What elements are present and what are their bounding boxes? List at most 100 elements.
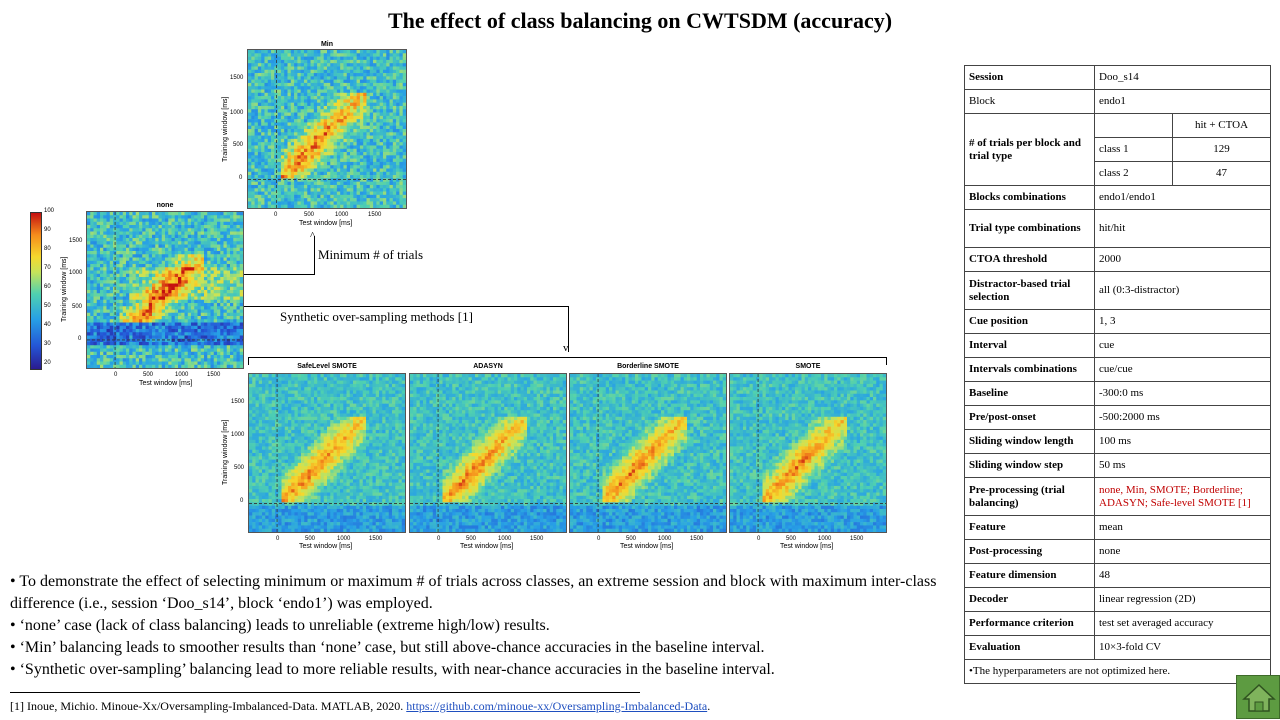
param-value: mean xyxy=(1094,515,1271,540)
colorbar-tick: 40 xyxy=(44,322,51,328)
heatmap-title-none: none xyxy=(156,202,174,209)
param-key: Intervals combinations xyxy=(964,357,1095,382)
x-tick: 500 xyxy=(626,536,637,542)
bullet-item: • ‘Min’ balancing leads to smoother resu… xyxy=(10,639,765,656)
bracket-line xyxy=(248,357,249,365)
heatmap-borderline xyxy=(569,373,727,533)
param-value: 100 ms xyxy=(1094,429,1271,454)
x-tick: 500 xyxy=(143,372,154,378)
x-tick: 0 xyxy=(437,536,441,542)
param-key: Blocks combinations xyxy=(964,185,1095,210)
x-tick: 1500 xyxy=(850,536,864,542)
x-tick: 0 xyxy=(597,536,601,542)
y-tick: 500 xyxy=(234,465,245,471)
x-tick: 1000 xyxy=(335,212,349,218)
x-tick: 0 xyxy=(274,212,278,218)
colorbar-tick: 50 xyxy=(44,303,51,309)
footnote-separator xyxy=(10,692,640,693)
table-note: •The hyperparameters are not optimized h… xyxy=(964,659,1271,684)
y-tick: 500 xyxy=(72,304,83,310)
param-value: linear regression (2D) xyxy=(1094,587,1271,612)
param-key: Pre-processing (trial balancing) xyxy=(964,477,1095,516)
param-key: Cue position xyxy=(964,309,1095,334)
heatmap-safelevel xyxy=(248,373,406,533)
y-tick: 0 xyxy=(240,498,244,504)
y-axis-label: Training window [ms] xyxy=(222,419,229,486)
heatmap-title-smote: SMOTE xyxy=(795,363,821,370)
home-button[interactable] xyxy=(1236,675,1280,719)
colorbar-tick: 30 xyxy=(44,341,51,347)
y-tick: 1500 xyxy=(230,75,244,81)
y-tick: 1000 xyxy=(69,270,83,276)
colorbar-tick: 60 xyxy=(44,284,51,290)
param-key: Distractor-based trial selection xyxy=(964,271,1095,310)
heatmap-smote xyxy=(729,373,887,533)
param-value: 50 ms xyxy=(1094,453,1271,478)
x-axis-label: Test window [ms] xyxy=(299,220,353,227)
x-tick: 500 xyxy=(305,536,316,542)
x-tick: 0 xyxy=(114,372,118,378)
x-tick: 500 xyxy=(786,536,797,542)
x-tick: 500 xyxy=(466,536,477,542)
colorbar-tick: 20 xyxy=(44,360,51,366)
param-value: all (0:3-distractor) xyxy=(1094,271,1271,310)
y-tick: 1000 xyxy=(230,110,244,116)
param-value: cue/cue xyxy=(1094,357,1271,382)
home-icon xyxy=(1242,683,1276,712)
y-axis-label: Training window [ms] xyxy=(61,256,68,323)
y-tick: 1500 xyxy=(231,399,245,405)
param-value: endo1/endo1 xyxy=(1094,185,1271,210)
connector-line xyxy=(244,274,314,275)
x-axis-label: Test window [ms] xyxy=(299,543,353,550)
x-tick: 1000 xyxy=(337,536,351,542)
connector-line xyxy=(568,306,569,352)
colorbar xyxy=(30,212,42,370)
param-value: hit/hit xyxy=(1094,209,1271,248)
heatmap-title-safelevel: SafeLevel SMOTE xyxy=(297,363,357,370)
x-tick: 500 xyxy=(304,212,315,218)
param-value-empty xyxy=(1094,113,1173,138)
param-key: Session xyxy=(964,65,1095,90)
bracket-line xyxy=(248,357,886,358)
x-tick: 1500 xyxy=(690,536,704,542)
param-value: none, Min, SMOTE; Borderline; ADASYN; Sa… xyxy=(1094,477,1271,516)
reference-link[interactable]: https://github.com/minoue-xx/Oversamplin… xyxy=(406,699,708,713)
x-tick: 1000 xyxy=(658,536,672,542)
param-key: Feature xyxy=(964,515,1095,540)
x-tick: 1500 xyxy=(369,536,383,542)
bracket-line xyxy=(886,357,887,365)
param-value: Doo_s14 xyxy=(1094,65,1271,90)
y-tick: 1500 xyxy=(69,238,83,244)
param-key: Sliding window length xyxy=(964,429,1095,454)
param-key: Baseline xyxy=(964,381,1095,406)
param-key: # of trials per block and trial type xyxy=(964,113,1095,186)
param-value: 1, 3 xyxy=(1094,309,1271,334)
connector-line xyxy=(314,236,315,275)
param-value: hit + CTOA xyxy=(1172,113,1271,138)
param-value: 48 xyxy=(1094,563,1271,588)
annotation-min-trials: Minimum # of trials xyxy=(318,247,424,262)
param-key: CTOA threshold xyxy=(964,247,1095,272)
colorbar-tick: 70 xyxy=(44,265,51,271)
arrow-up-icon: ^ xyxy=(310,230,316,242)
param-value: endo1 xyxy=(1094,89,1271,114)
y-axis-label: Training window [ms] xyxy=(222,96,229,163)
heatmap-title-borderline: Borderline SMOTE xyxy=(617,363,679,370)
colorbar-tick: 80 xyxy=(44,246,51,252)
param-key: Post-processing xyxy=(964,539,1095,564)
param-value: class 1 xyxy=(1094,137,1173,162)
x-axis-label: Test window [ms] xyxy=(780,543,834,550)
reference: [1] Inoue, Michio. Minoue-Xx/Oversamplin… xyxy=(10,699,710,714)
param-key: Performance criterion xyxy=(964,611,1095,636)
colorbar-tick: 100 xyxy=(44,208,55,214)
x-tick: 0 xyxy=(276,536,280,542)
param-key: Sliding window step xyxy=(964,453,1095,478)
x-tick: 1000 xyxy=(175,372,189,378)
param-value: 2000 xyxy=(1094,247,1271,272)
param-key: Interval xyxy=(964,333,1095,358)
x-tick: 1000 xyxy=(498,536,512,542)
param-value: 129 xyxy=(1172,137,1271,162)
param-value: -300:0 ms xyxy=(1094,381,1271,406)
heatmap-adasyn xyxy=(409,373,567,533)
heatmap-title-adasyn: ADASYN xyxy=(473,363,503,370)
